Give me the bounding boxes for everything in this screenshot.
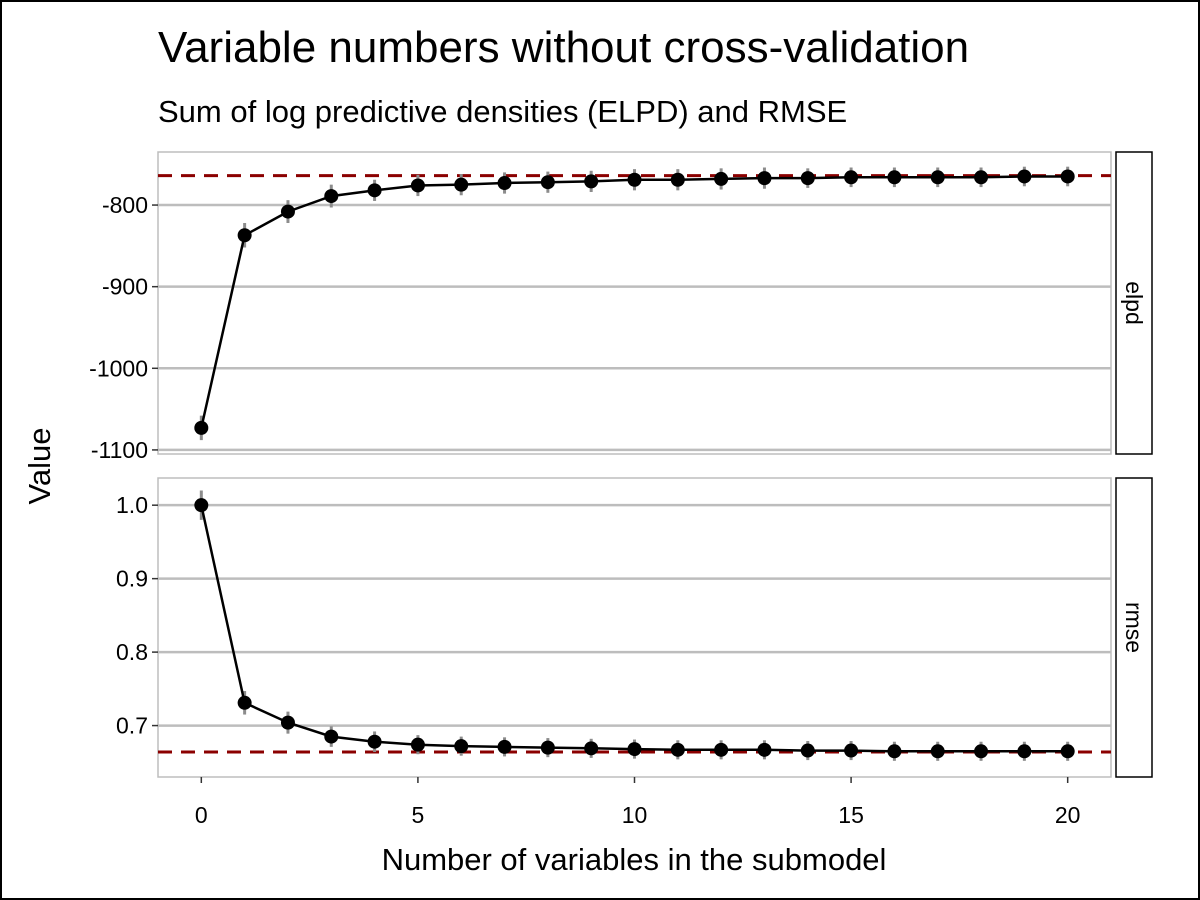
panel-border	[157, 477, 1112, 778]
data-point	[1017, 169, 1032, 184]
data-point	[670, 172, 685, 187]
y-tick-label: 0.7	[116, 713, 148, 739]
y-tick-label: 0.8	[116, 639, 148, 665]
data-point	[324, 729, 339, 744]
strip-box	[1115, 477, 1153, 778]
x-axis: 0 5 10 15 20	[195, 777, 1081, 828]
data-point	[974, 170, 989, 185]
data-point	[280, 204, 295, 219]
chart-panels: -800 -900 -1000 -1100 elpd 1.0 0.9 0.8 0.7 rmse	[89, 151, 1153, 778]
strip-box	[1115, 151, 1153, 455]
data-point	[800, 743, 815, 758]
data-point	[194, 498, 209, 513]
data-point	[627, 172, 642, 187]
data-point	[410, 178, 425, 193]
data-point	[757, 742, 772, 757]
data-point	[887, 170, 902, 185]
strip-label-rmse: rmse	[1121, 602, 1147, 653]
data-point	[844, 170, 859, 185]
data-point	[974, 744, 989, 759]
data-point	[367, 734, 382, 749]
data-point	[367, 183, 382, 198]
data-point	[410, 737, 425, 752]
data-point	[584, 741, 599, 756]
data-point	[454, 177, 469, 192]
y-tick-label: -800	[102, 192, 148, 218]
data-point	[670, 742, 685, 757]
panel-border	[157, 151, 1112, 455]
strip-label-elpd: elpd	[1121, 281, 1147, 324]
data-point	[497, 739, 512, 754]
data-point	[800, 171, 815, 186]
data-point	[454, 739, 469, 754]
data-point	[194, 420, 209, 435]
data-point	[1060, 744, 1075, 759]
data-point	[237, 228, 252, 243]
y-tick-label: -1100	[91, 437, 148, 463]
data-point	[844, 743, 859, 758]
data-point	[324, 189, 339, 204]
y-tick-label: -900	[102, 274, 148, 300]
data-point	[280, 715, 295, 730]
data-point	[1017, 744, 1032, 759]
data-point	[930, 744, 945, 759]
data-point	[497, 176, 512, 191]
data-point	[1060, 169, 1075, 184]
y-tick-label: -1000	[89, 355, 148, 381]
data-point	[540, 740, 555, 755]
data-point	[930, 170, 945, 185]
data-point	[757, 171, 772, 186]
x-tick-label: 10	[622, 802, 648, 828]
panel-elpd: -800 -900 -1000 -1100 elpd	[89, 151, 1153, 463]
data-point	[714, 742, 729, 757]
x-tick-label: 15	[838, 802, 864, 828]
chart-subtitle: Sum of log predictive densities (ELPD) a…	[158, 94, 847, 129]
data-point	[584, 174, 599, 189]
data-point	[237, 695, 252, 710]
x-tick-label: 0	[195, 802, 208, 828]
data-point	[887, 744, 902, 759]
y-axis-title: Value	[22, 428, 57, 505]
x-axis-title: Number of variables in the submodel	[382, 842, 887, 877]
chart-title: Variable numbers without cross-validatio…	[158, 23, 969, 72]
y-tick-label: 1.0	[116, 492, 148, 518]
x-tick-label: 20	[1055, 802, 1081, 828]
y-tick-label: 0.9	[116, 566, 148, 592]
data-point	[540, 175, 555, 190]
panel-rmse: 1.0 0.9 0.8 0.7 rmse	[116, 477, 1153, 778]
data-point	[714, 171, 729, 186]
x-tick-label: 5	[412, 802, 425, 828]
data-point	[627, 742, 642, 757]
